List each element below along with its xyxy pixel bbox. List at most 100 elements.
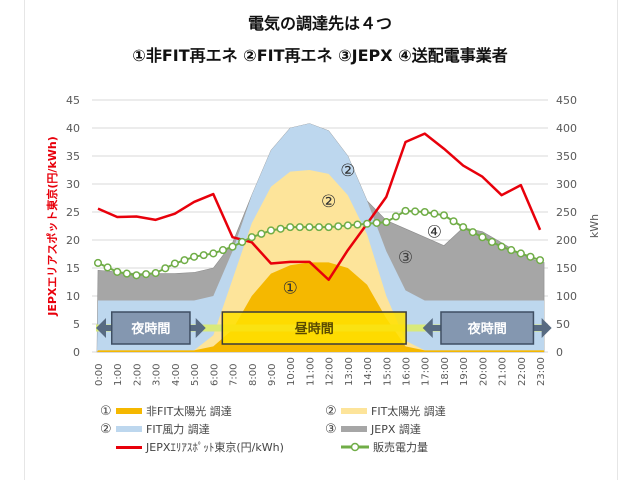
x-tick: 16:00 [402,357,413,386]
region-label-day: 昼時間 [295,321,334,337]
sales-point [401,206,410,215]
y-tick-left: 45 [66,94,80,107]
sales-point [430,209,439,218]
chart-subtitle: ①非FIT再エネ ②FIT再エネ ③JEPX ④送配電事業者 [132,46,508,65]
sales-point [132,271,141,280]
x-tick: 6:00 [209,364,220,386]
region-label-night: 夜時間 [467,321,507,337]
x-tick: 12:00 [325,357,336,386]
sales-point [142,270,151,279]
sales-point [459,223,468,232]
x-tick: 8:00 [248,364,259,386]
y-tick-left: 5 [73,318,80,331]
sales-point [161,264,170,273]
legend-label: JEPX 調達 [371,423,421,436]
sales-point [507,246,516,255]
sales-point [266,226,276,235]
area-FIT太陽光 調達 [97,170,545,352]
sales-point [382,218,391,227]
circled-label: ② [321,192,336,212]
sales-point [363,219,372,228]
arrow-head-left [422,318,433,338]
y-tick-left: 35 [66,150,80,163]
legend-label: JEPXｴﾘｱｽﾎﾟｯﾄ東京(円/kWh) [146,441,284,454]
x-tick: 1:00 [113,364,124,386]
legend-swatch [341,442,369,452]
circled-label: ③ [398,248,413,268]
sales-point [103,263,112,272]
legend-swatch [116,445,142,449]
sales-point [526,252,535,261]
x-tick: 10:00 [286,357,297,386]
x-tick: 13:00 [344,357,355,386]
y-tick-right: 0 [556,346,563,359]
legend-item-fit-wind: ② FIT風力 調達 [100,420,210,438]
x-tick: 18:00 [440,357,451,386]
y-tick-left: 25 [66,206,80,219]
y-tick-left: 10 [66,290,80,303]
chart-frame [24,0,618,480]
legend-marker: ② [100,421,112,437]
y-tick-right: 50 [556,318,570,331]
sales-point [228,242,237,251]
x-tick: 2:00 [132,364,143,386]
sales-point [420,207,429,217]
sales-point [209,249,218,258]
sales-point [276,224,285,233]
sales-point [449,217,458,226]
legend-swatch [116,426,142,432]
x-tick: 20:00 [478,357,489,386]
circled-label: ① [283,279,298,299]
x-tick: 15:00 [382,357,393,386]
region-box [110,311,191,345]
sales-point [199,251,208,260]
region-label-night: 夜時間 [130,321,170,337]
chart-title: 電気の調達先は４つ [247,14,392,33]
sales-point [478,233,487,242]
sales-point [286,223,295,232]
region-box [221,311,407,345]
y-tick-right: 100 [556,290,577,303]
legend-marker: ② [325,403,337,419]
sales-point [516,249,525,258]
legend-label: 非FIT太陽光 調達 [146,405,232,418]
y-axis-title-left: JEPXエリアスポット東京(円/kWh) [45,136,59,317]
legend-label: FIT風力 調達 [146,423,210,436]
sales-point [536,256,545,265]
sales-point [238,237,247,247]
x-tick: 7:00 [229,364,240,386]
sales-point [468,228,477,237]
sales-point [305,223,314,232]
legend-item-jepx-price: JEPXｴﾘｱｽﾎﾟｯﾄ東京(円/kWh) [114,438,284,456]
sales-point [497,242,506,251]
legend-swatch [341,408,367,414]
legend-label: 販売電力量 [373,441,428,454]
x-tick: 5:00 [190,364,201,386]
x-tick: 19:00 [459,357,470,386]
sales-point [324,223,333,232]
legend-item-fit-solar: ② FIT太陽光 調達 [325,402,446,420]
line-jepx-price [97,132,542,282]
sales-point [353,220,362,229]
x-tick: 9:00 [267,364,278,386]
x-tick: 11:00 [305,357,316,386]
legend-item-sales: 販売電力量 [339,438,428,456]
y-tick-left: 40 [66,122,80,135]
arrow-head-right [541,318,552,338]
y-tick-left: 15 [66,262,80,275]
y-tick-right: 450 [556,94,577,107]
area-非FIT太陽光 調達 [97,262,545,352]
x-tick: 0:00 [94,364,105,386]
arrow-head-left [96,318,106,338]
circled-label: ② [340,161,355,181]
sales-point [170,259,179,268]
sales-point [343,221,352,230]
sales-point [257,229,266,238]
x-tick: 3:00 [152,364,163,386]
sales-point [391,212,400,221]
sales-point [190,252,199,261]
legend-marker: ③ [325,421,337,437]
y-axis-title-right: kWh [588,214,601,238]
sales-point [218,246,227,255]
sales-point [411,207,420,216]
